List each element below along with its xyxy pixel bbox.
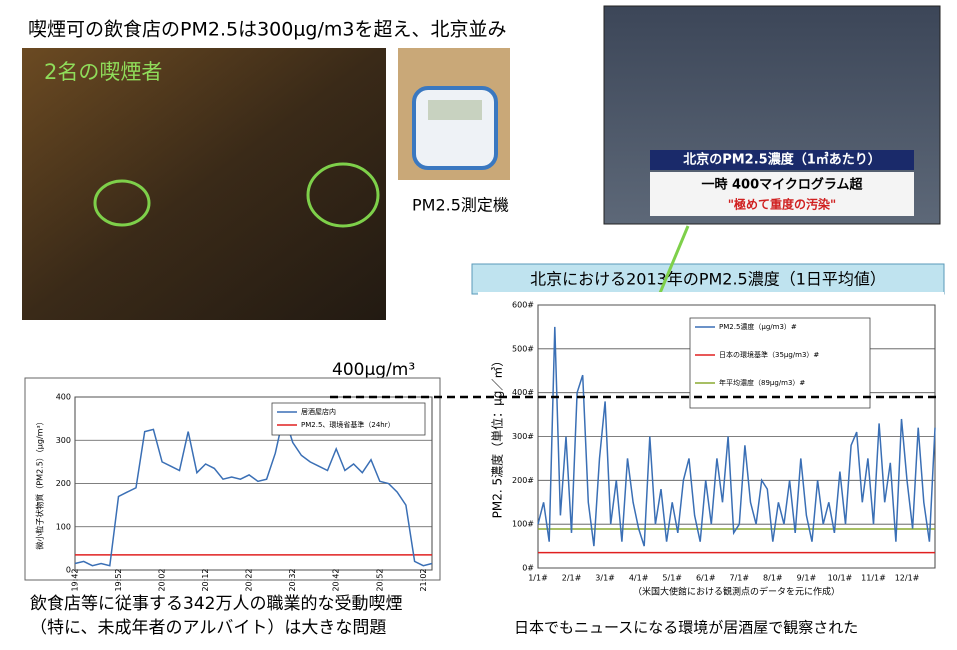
- y-tick-label: 300: [56, 436, 71, 445]
- legend-label: PM2.5、環境省基準（24hr）: [301, 420, 395, 429]
- y-tick-label: 0#: [522, 564, 534, 573]
- title: 喫煙可の飲食店のPM2.5は300μg/m3を超え、北京並み: [28, 19, 506, 41]
- x-tick-label: 20:52: [375, 568, 384, 591]
- x-tick-label: 20:12: [201, 568, 210, 591]
- y-tick-label: 200: [56, 479, 71, 488]
- y-tick-label: 0: [66, 566, 71, 575]
- tv-text: 一時 400マイクログラム超: [701, 177, 863, 193]
- x-tick-label: 20:32: [288, 568, 297, 591]
- caption: 飲食店等に従事する342万人の職業的な受動喫煙: [30, 594, 402, 614]
- tv-caption-bg: [650, 172, 914, 216]
- device-screen: [428, 100, 482, 120]
- y-tick-label: 400: [56, 393, 71, 402]
- x-tick-label: 6/1#: [696, 574, 716, 583]
- tv-text: 北京のPM2.5濃度（1㎥あたり）: [683, 152, 881, 168]
- x-axis-label: （米国大使館における観測点のデータを元に作成）: [633, 586, 840, 598]
- photo-izakaya: [22, 48, 386, 320]
- device-label: PM2.5測定機: [412, 196, 509, 215]
- data-line: [74, 411, 433, 567]
- legend-label: PM2.5濃度（μg/m3）#: [719, 322, 797, 331]
- x-tick-label: 20:22: [245, 568, 254, 591]
- circle: [93, 179, 151, 227]
- y-axis-label: 微小粒子状物質（PM2.5）（μg/m³）: [35, 417, 45, 549]
- banner-text: 北京における2013年のPM2.5濃度（1日平均値）: [530, 270, 886, 289]
- legend-label: 日本の環境基準（35μg/m3）#: [719, 350, 819, 359]
- x-tick-label: 5/1#: [662, 574, 682, 583]
- caption: 日本でもニュースになる環境が居酒屋で観察された: [514, 619, 858, 637]
- legend: [271, 402, 426, 436]
- x-tick-label: 4/1#: [629, 574, 649, 583]
- y-tick-label: 100#: [512, 520, 534, 529]
- x-tick-label: 1/1#: [528, 574, 548, 583]
- x-tick-label: 19:52: [114, 568, 123, 591]
- legend: [689, 317, 871, 409]
- x-tick-label: 20:02: [158, 568, 167, 591]
- x-tick-label: 11/1#: [861, 574, 886, 583]
- x-tick-label: 8/1#: [763, 574, 783, 583]
- caption: （特に、未成年者のアルバイト）は大きな問題: [30, 618, 386, 638]
- tv-caption-bg: [650, 150, 914, 170]
- y-tick-label: 400#: [512, 388, 534, 397]
- y-axis-label: PM2. 5濃度（単位：μg／㎥）: [490, 355, 505, 519]
- legend-label: 居酒屋店内: [301, 407, 336, 416]
- x-tick-label: 12/1#: [895, 574, 920, 583]
- x-tick-label: 3/1#: [595, 574, 615, 583]
- x-tick-label: 20:42: [332, 568, 341, 591]
- threshold-label: 400μg/m³: [332, 360, 415, 380]
- y-tick-label: 500#: [512, 344, 534, 353]
- x-tick-label: 10/1#: [828, 574, 853, 583]
- x-tick-label: 19:42: [71, 568, 80, 591]
- y-tick-label: 300#: [512, 432, 534, 441]
- y-tick-label: 200#: [512, 476, 534, 485]
- x-tick-label: 7/1#: [730, 574, 750, 583]
- x-tick-label: 9/1#: [797, 574, 817, 583]
- circle: [306, 162, 380, 228]
- x-tick-label: 2/1#: [562, 574, 582, 583]
- y-tick-label: 100: [56, 522, 71, 531]
- photo-label: 2名の喫煙者: [44, 60, 162, 84]
- x-tick-label: 21:02: [419, 568, 428, 591]
- data-line: [537, 326, 936, 547]
- y-tick-label: 600#: [512, 301, 534, 310]
- tv-text: "極めて重度の汚染": [728, 197, 837, 212]
- legend-label: 年平均濃度（89μg/m3）#: [719, 378, 805, 387]
